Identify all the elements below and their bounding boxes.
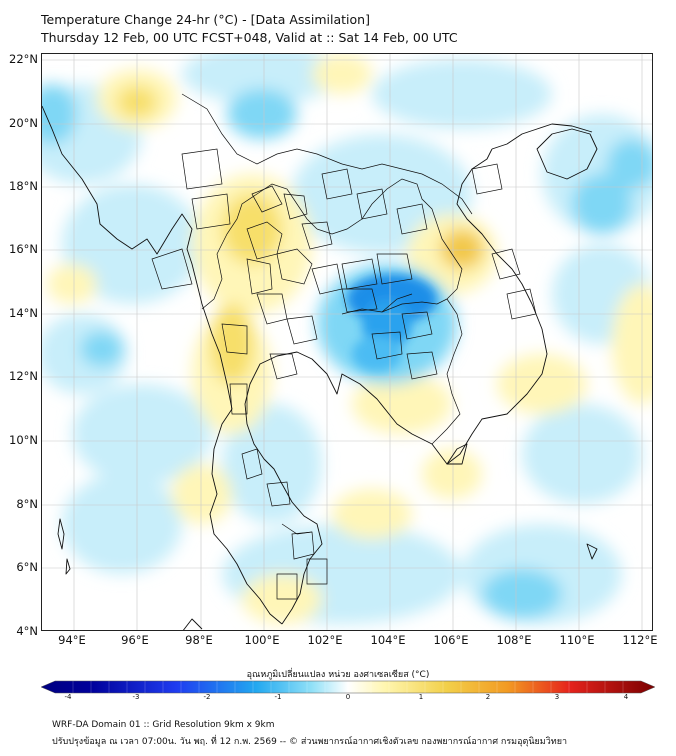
lat-label-22n: 22°N xyxy=(9,52,38,66)
lon-label-104e: 104°E xyxy=(370,633,406,647)
colorbar-tick-4: 4 xyxy=(623,693,629,701)
lon-label-94e: 94°E xyxy=(58,633,86,647)
lon-label-112e: 112°E xyxy=(622,633,658,647)
colorbar-tick-m1: -1 xyxy=(274,693,282,701)
colorbar-tick-m2: -2 xyxy=(203,693,211,701)
lat-label-6n: 6°N xyxy=(16,560,38,574)
graticule xyxy=(42,54,652,630)
colorbar-tick-3: 3 xyxy=(554,693,560,701)
footer-credit: ปรับปรุงข้อมูล ณ เวลา 07:00น. วัน พฤ. ที… xyxy=(52,737,568,747)
colorbar-tick-2: 2 xyxy=(485,693,491,701)
lon-label-100e: 100°E xyxy=(244,633,280,647)
lat-label-16n: 16°N xyxy=(9,242,38,256)
lon-label-98e: 98°E xyxy=(185,633,213,647)
footer-model-info: WRF-DA Domain 01 :: Grid Resolution 9km … xyxy=(52,720,275,730)
map-area[interactable] xyxy=(41,53,653,631)
colorbar xyxy=(41,680,655,694)
colorbar-tick-m4: -4 xyxy=(64,693,72,701)
lat-label-4n: 4°N xyxy=(16,624,38,638)
colorbar-tick-1: 1 xyxy=(418,693,424,701)
lat-label-18n: 18°N xyxy=(9,179,38,193)
lat-label-8n: 8°N xyxy=(16,497,38,511)
country-borders xyxy=(151,93,537,600)
lon-label-106e: 106°E xyxy=(433,633,469,647)
map-title: Temperature Change 24-hr (°C) - [Data As… xyxy=(41,12,370,27)
temperature-change-field xyxy=(42,54,652,630)
colorbar-tick-m3: -3 xyxy=(132,693,140,701)
colorbar-label: อุณหภูมิเปลี่ยนแปลง หน่วย องศาเซลเซียส (… xyxy=(246,670,430,680)
coastlines xyxy=(42,105,598,630)
lon-label-102e: 102°E xyxy=(307,633,343,647)
lon-label-108e: 108°E xyxy=(496,633,532,647)
cold-core xyxy=(347,274,437,372)
map-subtitle: Thursday 12 Feb, 00 UTC FCST+048, Valid … xyxy=(41,30,458,45)
colorbar-tick-0: 0 xyxy=(345,693,351,701)
lon-label-110e: 110°E xyxy=(559,633,595,647)
lat-label-14n: 14°N xyxy=(9,306,38,320)
lon-label-96e: 96°E xyxy=(121,633,149,647)
lat-label-12n: 12°N xyxy=(9,369,38,383)
lat-label-10n: 10°N xyxy=(9,433,38,447)
lat-label-20n: 20°N xyxy=(9,116,38,130)
